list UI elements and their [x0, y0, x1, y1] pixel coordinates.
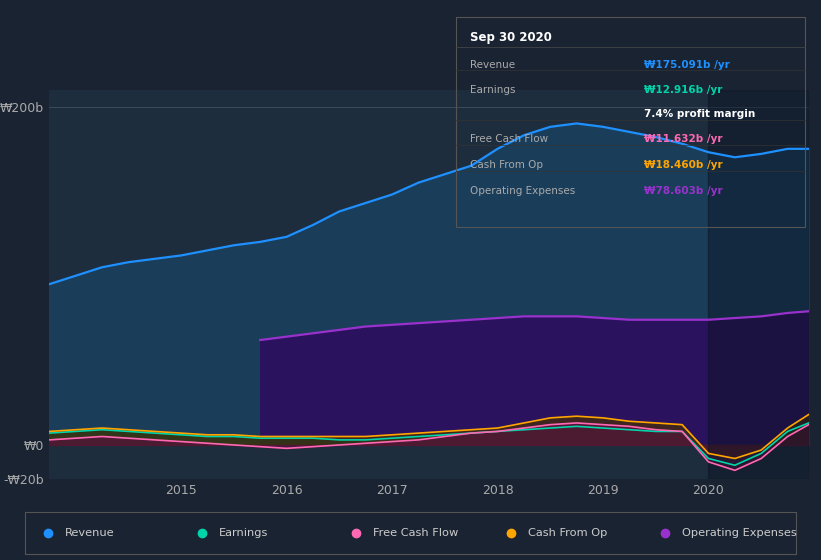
Text: ₩175.091b /yr: ₩175.091b /yr — [644, 60, 730, 70]
Text: Operating Expenses: Operating Expenses — [682, 529, 797, 538]
Text: ₩12.916b /yr: ₩12.916b /yr — [644, 85, 722, 95]
Text: 7.4% profit margin: 7.4% profit margin — [644, 109, 755, 119]
Text: ₩78.603b /yr: ₩78.603b /yr — [644, 186, 722, 196]
Text: Cash From Op: Cash From Op — [470, 160, 543, 170]
Text: Revenue: Revenue — [470, 60, 515, 70]
Text: Free Cash Flow: Free Cash Flow — [374, 529, 459, 538]
Text: ₩11.632b /yr: ₩11.632b /yr — [644, 134, 722, 144]
Text: Cash From Op: Cash From Op — [528, 529, 608, 538]
Bar — [709, 90, 809, 479]
Text: ₩18.460b /yr: ₩18.460b /yr — [644, 160, 722, 170]
Text: Operating Expenses: Operating Expenses — [470, 186, 575, 196]
Text: Sep 30 2020: Sep 30 2020 — [470, 31, 552, 44]
Text: Free Cash Flow: Free Cash Flow — [470, 134, 548, 144]
Text: Earnings: Earnings — [470, 85, 515, 95]
Text: Earnings: Earnings — [219, 529, 268, 538]
Text: Revenue: Revenue — [65, 529, 114, 538]
